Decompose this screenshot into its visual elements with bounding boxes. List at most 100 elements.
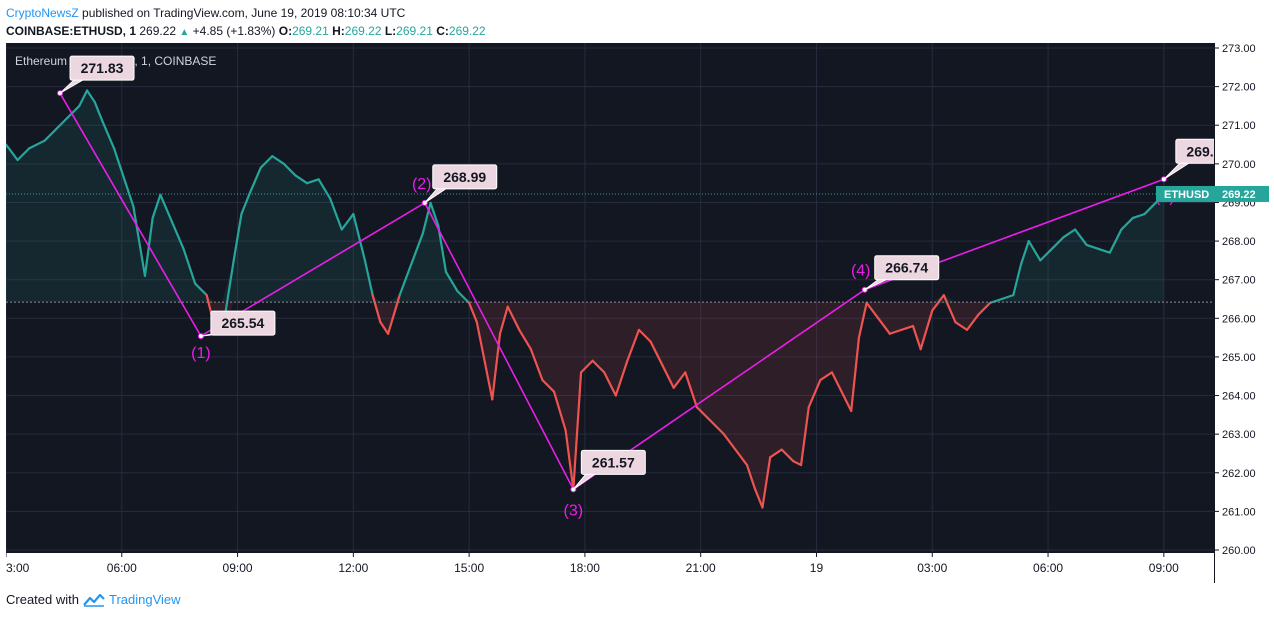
- symbol-line: COINBASE:ETHUSD, 1 269.22 ▲ +4.85 (+1.83…: [6, 22, 486, 42]
- price-segment: [363, 259, 374, 297]
- price-segment: [1027, 239, 1042, 262]
- price-segment: [753, 487, 764, 509]
- footer: Created with TradingView: [6, 592, 181, 607]
- price-segment: [248, 166, 262, 196]
- price-segment: [294, 174, 309, 185]
- chart-svg[interactable]: (1)(2)(3)(4)(5) Ethereum / U.S. Dollar, …: [4, 43, 1269, 583]
- price-segment: [695, 406, 710, 420]
- price-segment: [911, 324, 922, 351]
- last-price-tag-symbol: ETHUSD: [1164, 189, 1209, 201]
- price-segment: [483, 359, 494, 401]
- price-segment: [16, 147, 31, 162]
- publish-info: published on TradingView.com, June 19, 2…: [78, 6, 406, 20]
- price-segment: [1131, 212, 1146, 220]
- callout-price-label: 268.99: [443, 169, 486, 185]
- price-segment: [989, 297, 1003, 304]
- y-tick-label: 267.00: [1222, 275, 1256, 287]
- price-segment: [761, 456, 772, 509]
- price-segment: [614, 359, 629, 397]
- y-tick-label: 263.00: [1222, 429, 1256, 441]
- price-segment: [429, 201, 440, 227]
- wave-label: (2): [412, 176, 432, 193]
- x-tick-label: 09:00: [1149, 561, 1179, 575]
- wave-label: (1): [191, 345, 211, 362]
- price-segment: [780, 448, 795, 463]
- price-segment: [159, 193, 174, 223]
- price-segment: [888, 328, 903, 335]
- x-tick-label: 3:00: [6, 561, 30, 575]
- y-tick-label: 268.00: [1222, 236, 1256, 248]
- price-segment: [842, 394, 853, 413]
- created-with-label: Created with: [6, 592, 79, 607]
- price-segment: [1073, 228, 1088, 247]
- x-tick-label: 06:00: [1033, 561, 1063, 575]
- price-segment: [877, 317, 891, 335]
- price-segment: [506, 305, 521, 331]
- author-link[interactable]: CryptoNewsZ: [6, 6, 79, 20]
- x-axis-panel: [6, 552, 1214, 583]
- price-segment: [591, 359, 606, 374]
- x-tick-label: 09:00: [223, 561, 253, 575]
- callout-price-label: 271.83: [81, 60, 124, 76]
- price-segment: [942, 294, 957, 324]
- price-segment: [170, 220, 185, 250]
- x-axis[interactable]: 3:00 06:00 09:00 12:00 15:00 18:00 21:00 19 03:0…: [5, 552, 1179, 575]
- y-tick-label: 272.00: [1222, 82, 1256, 94]
- y-tick-label: 266.00: [1222, 313, 1256, 325]
- x-tick-label: 06:00: [107, 561, 137, 575]
- price-segment: [518, 328, 532, 351]
- x-tick-label: 18:00: [570, 561, 600, 575]
- price-segment: [603, 371, 617, 397]
- price-segment: [475, 321, 486, 362]
- y-tick-label: 273.00: [1222, 43, 1256, 55]
- y-tick-label: 261.00: [1222, 506, 1256, 518]
- price-segment: [468, 301, 478, 324]
- price-segment: [55, 116, 69, 131]
- price-series: [4, 89, 1165, 509]
- price-segment: [456, 290, 471, 304]
- price-segment: [1108, 228, 1123, 254]
- x-tick-label: 03:00: [917, 561, 947, 575]
- price-segment: [626, 328, 641, 362]
- callout-box: [580, 449, 646, 475]
- x-tick-label: 19: [810, 561, 824, 575]
- area-above-fill: [6, 90, 1164, 303]
- price-segment: [1120, 216, 1135, 231]
- price-segment: [352, 212, 367, 262]
- price-segment: [112, 147, 127, 185]
- last-price-tag-value: 269.22: [1222, 189, 1256, 201]
- callout-box: [210, 310, 276, 336]
- y-tick-label: 271.00: [1222, 120, 1256, 132]
- y-tick-label: 265.00: [1222, 352, 1256, 364]
- price-segment: [857, 301, 868, 339]
- tradingview-link[interactable]: TradingView: [108, 592, 181, 607]
- y-tick-label: 270.00: [1222, 159, 1256, 171]
- price-segment: [672, 371, 687, 389]
- x-tick-label: 12:00: [338, 561, 368, 575]
- price-segment: [807, 378, 822, 409]
- price-segment: [398, 263, 413, 297]
- price-segment: [28, 139, 46, 150]
- price-segment: [1143, 201, 1158, 216]
- price-segment: [1050, 236, 1065, 250]
- price-segment: [722, 433, 737, 451]
- price-segment: [498, 305, 509, 335]
- symbol-name: COINBASE:ETHUSD, 1: [6, 24, 137, 38]
- y-tick-label: 262.00: [1222, 468, 1256, 480]
- last-price-tag-bg: [1156, 185, 1269, 202]
- price-segment: [386, 294, 401, 335]
- price-segment: [444, 270, 459, 293]
- price-segment: [745, 463, 756, 490]
- open-value: 269.21: [292, 24, 329, 38]
- price-segment: [371, 294, 382, 324]
- price-segment: [1062, 228, 1077, 239]
- price-segment: [900, 324, 915, 331]
- price-segment: [965, 313, 980, 331]
- price-chart[interactable]: (1)(2)(3)(4)(5) Ethereum / U.S. Dollar, …: [4, 43, 1269, 583]
- price-segment: [410, 232, 424, 266]
- price-segment: [437, 224, 448, 274]
- price-segment: [954, 321, 969, 331]
- price-segment: [421, 201, 432, 235]
- price-segment: [819, 371, 834, 382]
- callout-box: [874, 255, 940, 281]
